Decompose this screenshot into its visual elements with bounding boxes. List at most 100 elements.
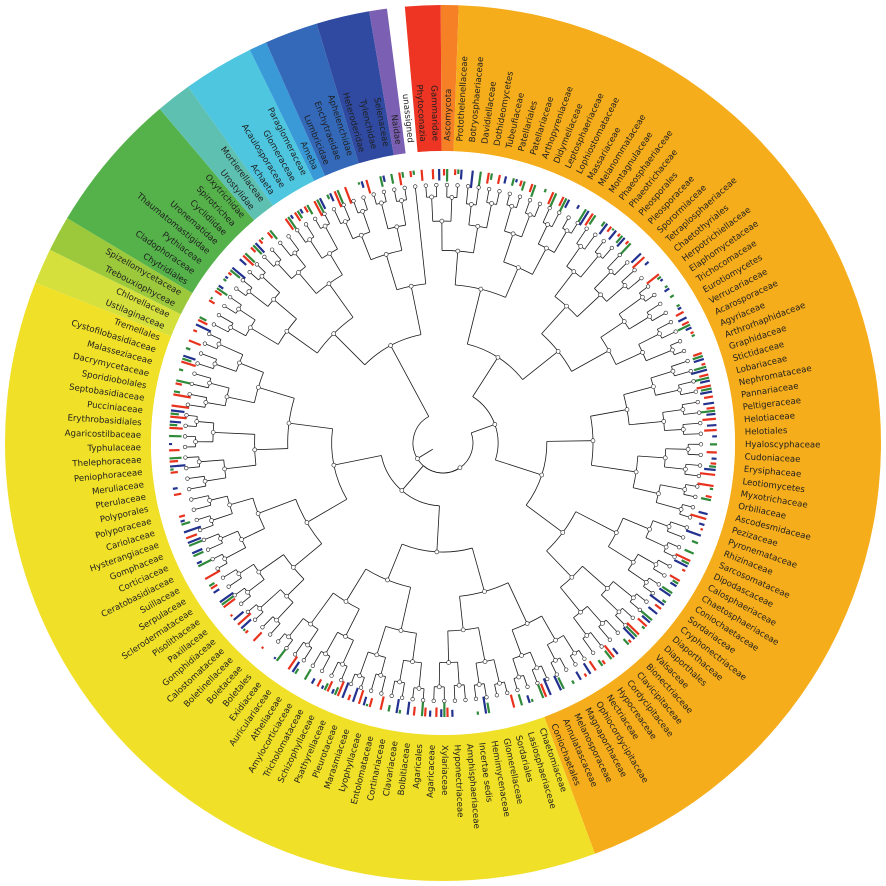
branch bbox=[238, 563, 254, 575]
internal-node bbox=[236, 306, 241, 312]
branch bbox=[189, 393, 207, 398]
abundance-bar bbox=[273, 656, 277, 660]
abundance-bar bbox=[382, 175, 386, 183]
leaf-node bbox=[220, 575, 226, 580]
root-branch bbox=[417, 448, 433, 459]
internal-node bbox=[678, 507, 684, 512]
internal-node bbox=[647, 526, 652, 532]
branch bbox=[637, 455, 666, 459]
abundance-bar bbox=[313, 200, 324, 217]
branch bbox=[254, 448, 288, 451]
leaf-node bbox=[557, 210, 562, 215]
branch bbox=[414, 186, 427, 284]
abundance-bar bbox=[517, 693, 524, 706]
leaf-node bbox=[341, 202, 346, 207]
abundance-bar bbox=[503, 176, 508, 184]
internal-node bbox=[326, 281, 332, 286]
abundance-bar bbox=[266, 231, 274, 239]
abundance-bar bbox=[661, 585, 673, 595]
abundance-bar bbox=[659, 278, 664, 282]
branch bbox=[615, 615, 626, 626]
branch bbox=[385, 254, 398, 290]
internal-node bbox=[670, 347, 675, 353]
branch bbox=[298, 272, 317, 294]
leaf-node bbox=[463, 697, 468, 703]
abundance-bar bbox=[622, 626, 636, 640]
abundance-bar bbox=[237, 612, 252, 626]
leaf-node bbox=[423, 183, 428, 188]
branch bbox=[194, 373, 211, 379]
branch bbox=[551, 212, 560, 227]
leaf-node bbox=[185, 402, 190, 407]
leaf-node bbox=[185, 476, 190, 481]
abundance-bar bbox=[173, 393, 191, 399]
leaf-node bbox=[656, 582, 661, 587]
internal-node bbox=[449, 195, 455, 200]
abundance-bar bbox=[681, 559, 690, 565]
leaf-node bbox=[630, 615, 635, 620]
leaf-node bbox=[684, 525, 689, 530]
internal-node bbox=[656, 491, 661, 496]
branch bbox=[196, 515, 211, 521]
clade-ring bbox=[4, 4, 881, 882]
abundance-bar bbox=[178, 514, 186, 519]
abundance-bar bbox=[293, 211, 302, 222]
branch bbox=[537, 224, 548, 245]
branch bbox=[511, 629, 522, 656]
abundance-bar bbox=[685, 326, 692, 332]
leaf-node bbox=[358, 685, 364, 690]
internal-node bbox=[482, 659, 488, 664]
abundance-bar bbox=[398, 172, 403, 186]
internal-node bbox=[545, 222, 550, 227]
abundance-bar bbox=[597, 659, 604, 667]
leaf-node bbox=[400, 695, 405, 700]
leaf-node bbox=[452, 698, 458, 703]
abundance-bar bbox=[227, 271, 233, 276]
branch bbox=[288, 236, 300, 251]
abundance-bar bbox=[420, 169, 424, 181]
abundance-bar bbox=[618, 242, 632, 257]
abundance-bar bbox=[664, 284, 669, 289]
branch bbox=[493, 659, 500, 684]
leaf-label: Agaricostilbaceae bbox=[65, 429, 142, 441]
branch bbox=[590, 409, 628, 417]
internal-node bbox=[677, 387, 682, 393]
abundance-bar bbox=[681, 320, 690, 327]
internal-node bbox=[640, 294, 645, 300]
internal-node bbox=[360, 209, 365, 214]
abundance-bar bbox=[690, 513, 707, 521]
internal-node bbox=[661, 419, 667, 424]
abundance-bar bbox=[169, 423, 178, 427]
leaf-node bbox=[210, 557, 215, 562]
branch bbox=[591, 464, 637, 473]
branch bbox=[288, 422, 333, 430]
branch bbox=[447, 630, 450, 663]
leaf-node bbox=[545, 676, 550, 682]
abundance-bar bbox=[323, 682, 329, 691]
abundance-bar bbox=[244, 252, 256, 264]
leaf-node bbox=[322, 211, 327, 216]
abundance-bar bbox=[677, 323, 691, 332]
abundance-bar bbox=[170, 409, 185, 414]
abundance-bar bbox=[224, 275, 229, 280]
abundance-bar bbox=[604, 650, 613, 660]
leaf-node bbox=[303, 222, 309, 227]
abundance-bar bbox=[606, 226, 613, 233]
branch bbox=[531, 669, 538, 684]
leaf-node bbox=[195, 361, 200, 366]
internal-node bbox=[631, 595, 636, 601]
branch bbox=[296, 229, 306, 243]
leaf-label: Xylariaceae bbox=[439, 745, 449, 795]
internal-node bbox=[457, 465, 463, 471]
abundance-bar bbox=[612, 647, 619, 655]
internal-node bbox=[216, 341, 222, 347]
internal-node bbox=[259, 273, 265, 279]
abundance-bar bbox=[700, 527, 704, 531]
branch bbox=[376, 626, 387, 655]
abundance-bar bbox=[700, 409, 716, 414]
abundance-bar bbox=[175, 382, 183, 386]
leaf-node bbox=[339, 677, 344, 683]
leaf-node bbox=[402, 185, 407, 190]
leaf-node bbox=[198, 527, 203, 533]
internal-node bbox=[399, 488, 405, 493]
